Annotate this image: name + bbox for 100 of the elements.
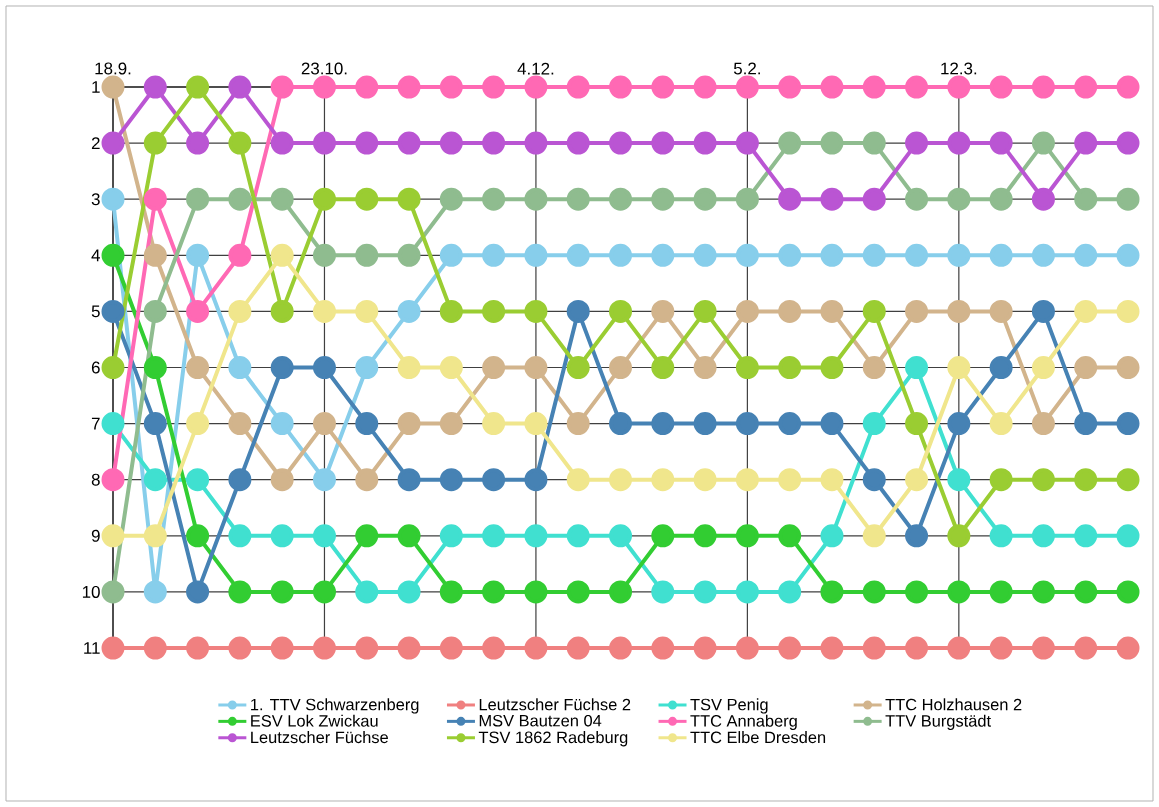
point xyxy=(947,356,971,380)
point xyxy=(566,356,590,380)
point xyxy=(228,524,252,548)
point xyxy=(101,131,125,155)
point xyxy=(735,524,759,548)
point xyxy=(947,580,971,604)
point xyxy=(651,524,675,548)
point xyxy=(1116,636,1140,660)
point xyxy=(905,243,929,267)
point xyxy=(397,468,421,492)
y-tick-label: 2 xyxy=(91,137,100,150)
point xyxy=(651,412,675,436)
y-tick-label: 9 xyxy=(91,529,100,542)
point xyxy=(820,636,844,660)
point xyxy=(1116,131,1140,155)
point xyxy=(778,524,802,548)
point xyxy=(820,356,844,380)
point xyxy=(566,468,590,492)
y-tick-label: 11 xyxy=(84,642,100,654)
point xyxy=(1031,299,1055,323)
point xyxy=(1116,243,1140,267)
x-tick-label: 12.3. xyxy=(941,62,977,75)
point xyxy=(862,299,886,323)
point xyxy=(1116,580,1140,604)
point xyxy=(397,243,421,267)
point xyxy=(1031,131,1055,155)
point xyxy=(143,75,167,99)
point xyxy=(651,243,675,267)
point xyxy=(1031,412,1055,436)
point xyxy=(524,524,548,548)
point xyxy=(693,75,717,99)
y-tick-label: 10 xyxy=(82,585,100,598)
point xyxy=(397,580,421,604)
y-tick-label: 3 xyxy=(91,193,100,206)
point xyxy=(905,524,929,548)
point xyxy=(1116,468,1140,492)
point xyxy=(778,243,802,267)
point xyxy=(820,524,844,548)
point xyxy=(143,412,167,436)
point xyxy=(228,412,252,436)
point xyxy=(566,524,590,548)
point xyxy=(143,243,167,267)
point xyxy=(1074,243,1098,267)
point xyxy=(312,524,336,548)
point xyxy=(820,412,844,436)
point xyxy=(693,580,717,604)
point xyxy=(524,299,548,323)
y-tick-label: 6 xyxy=(91,361,100,374)
point xyxy=(947,187,971,211)
point xyxy=(947,524,971,548)
point xyxy=(439,187,463,211)
point xyxy=(228,243,252,267)
point xyxy=(735,243,759,267)
point xyxy=(651,131,675,155)
point xyxy=(566,636,590,660)
point xyxy=(1074,356,1098,380)
point xyxy=(186,356,210,380)
point xyxy=(989,187,1013,211)
point xyxy=(693,356,717,380)
point xyxy=(228,636,252,660)
point xyxy=(524,468,548,492)
point xyxy=(270,131,294,155)
point xyxy=(778,580,802,604)
point xyxy=(101,468,125,492)
point xyxy=(186,524,210,548)
point xyxy=(693,524,717,548)
point xyxy=(609,580,633,604)
point xyxy=(693,636,717,660)
point xyxy=(1074,299,1098,323)
y-tick-label: 7 xyxy=(91,417,100,430)
point xyxy=(1074,524,1098,548)
point xyxy=(1116,524,1140,548)
y-tick-label: 8 xyxy=(91,473,100,486)
legend-label: TSV Penig xyxy=(690,698,768,714)
point xyxy=(1074,75,1098,99)
point xyxy=(566,243,590,267)
point xyxy=(693,412,717,436)
point xyxy=(947,468,971,492)
point xyxy=(270,299,294,323)
legend-label: TTV Burgstädt xyxy=(885,714,991,730)
point xyxy=(482,75,506,99)
point xyxy=(270,356,294,380)
point xyxy=(862,412,886,436)
point xyxy=(989,636,1013,660)
point xyxy=(355,524,379,548)
point xyxy=(143,299,167,323)
point xyxy=(820,468,844,492)
point xyxy=(651,75,675,99)
point xyxy=(693,468,717,492)
point xyxy=(989,75,1013,99)
point xyxy=(101,356,125,380)
point xyxy=(820,75,844,99)
point xyxy=(482,243,506,267)
point xyxy=(566,131,590,155)
point xyxy=(1031,636,1055,660)
point xyxy=(778,131,802,155)
point xyxy=(735,131,759,155)
point xyxy=(693,187,717,211)
point xyxy=(355,187,379,211)
point xyxy=(651,468,675,492)
